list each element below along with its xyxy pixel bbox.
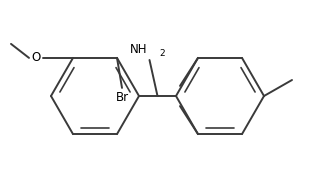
Text: 2: 2 [160,49,165,58]
Text: NH: NH [130,43,148,56]
Text: O: O [32,51,41,64]
Text: Br: Br [115,91,128,104]
